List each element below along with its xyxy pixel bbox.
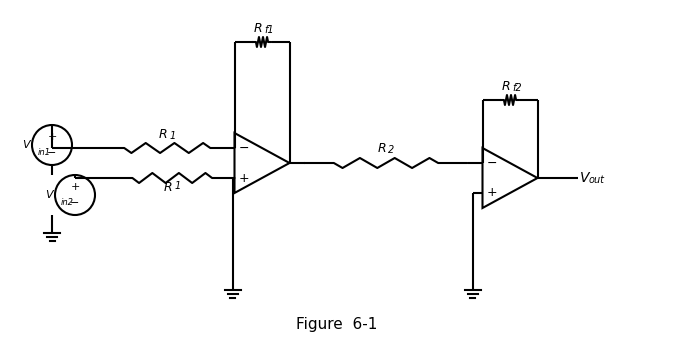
Text: f1: f1 bbox=[264, 25, 274, 35]
Text: 1: 1 bbox=[175, 181, 181, 191]
Text: +: + bbox=[47, 131, 57, 142]
Text: Figure  6-1: Figure 6-1 bbox=[297, 317, 377, 332]
Text: R: R bbox=[377, 142, 386, 155]
Text: f2: f2 bbox=[512, 83, 522, 93]
Text: +: + bbox=[486, 186, 497, 200]
Text: −: − bbox=[70, 198, 80, 208]
Text: R: R bbox=[164, 181, 173, 194]
Text: in2: in2 bbox=[61, 198, 74, 207]
Text: +: + bbox=[238, 172, 249, 184]
Text: −: − bbox=[47, 148, 57, 158]
Text: −: − bbox=[486, 156, 497, 170]
Text: +: + bbox=[70, 182, 80, 192]
Text: R: R bbox=[253, 22, 262, 35]
Text: −: − bbox=[238, 142, 249, 155]
Text: V: V bbox=[45, 190, 53, 200]
Text: V: V bbox=[22, 140, 30, 150]
Text: R: R bbox=[158, 128, 167, 141]
Text: out: out bbox=[588, 175, 605, 185]
Text: in1: in1 bbox=[38, 148, 51, 157]
Text: 1: 1 bbox=[169, 131, 175, 141]
Text: 2: 2 bbox=[388, 145, 394, 155]
Text: R: R bbox=[501, 80, 510, 93]
Text: V: V bbox=[580, 171, 589, 185]
